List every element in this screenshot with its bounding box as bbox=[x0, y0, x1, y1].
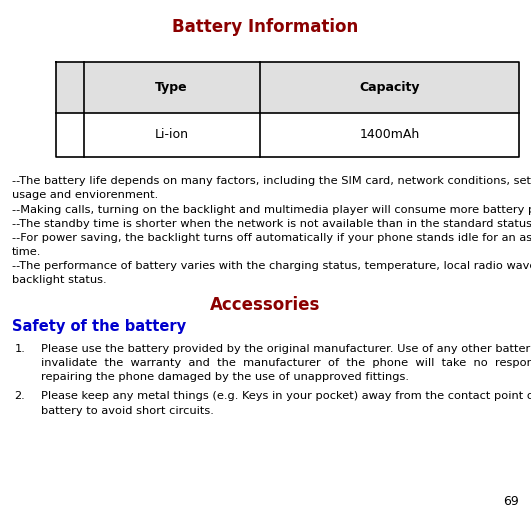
Text: time.: time. bbox=[12, 247, 41, 257]
Text: Accessories: Accessories bbox=[210, 296, 321, 314]
Text: Please keep any metal things (e.g. Keys in your pocket) away from the contact po: Please keep any metal things (e.g. Keys … bbox=[41, 392, 531, 401]
Text: Capacity: Capacity bbox=[359, 81, 420, 94]
Text: --The performance of battery varies with the charging status, temperature, local: --The performance of battery varies with… bbox=[12, 261, 531, 271]
Text: 69: 69 bbox=[503, 495, 519, 508]
Text: 1.: 1. bbox=[14, 344, 25, 354]
Text: Please use the battery provided by the original manufacturer. Use of any other b: Please use the battery provided by the o… bbox=[41, 344, 531, 354]
Text: invalidate  the  warranty  and  the  manufacturer  of  the  phone  will  take  n: invalidate the warranty and the manufact… bbox=[41, 358, 531, 368]
Text: Type: Type bbox=[156, 81, 188, 94]
Text: backlight status.: backlight status. bbox=[12, 275, 106, 285]
Text: repairing the phone damaged by the use of unapproved fittings.: repairing the phone damaged by the use o… bbox=[41, 372, 409, 382]
Text: 1400mAh: 1400mAh bbox=[359, 128, 419, 141]
Text: --The battery life depends on many factors, including the SIM card, network cond: --The battery life depends on many facto… bbox=[12, 176, 531, 186]
Text: --Making calls, turning on the backlight and multimedia player will consume more: --Making calls, turning on the backlight… bbox=[12, 205, 531, 214]
Text: Battery Information: Battery Information bbox=[173, 18, 358, 36]
Text: usage and enviorenment.: usage and enviorenment. bbox=[12, 190, 158, 200]
Text: Safety of the battery: Safety of the battery bbox=[12, 319, 186, 334]
Text: Li-ion: Li-ion bbox=[155, 128, 189, 141]
Text: --For power saving, the backlight turns off automatically if your phone stands i: --For power saving, the backlight turns … bbox=[12, 233, 531, 243]
Text: 2.: 2. bbox=[14, 392, 25, 401]
Bar bbox=[56, 113, 519, 157]
Text: battery to avoid short circuits.: battery to avoid short circuits. bbox=[41, 406, 214, 415]
Text: --The standby time is shorter when the network is not available than in the stan: --The standby time is shorter when the n… bbox=[12, 218, 531, 229]
Bar bbox=[56, 62, 519, 113]
